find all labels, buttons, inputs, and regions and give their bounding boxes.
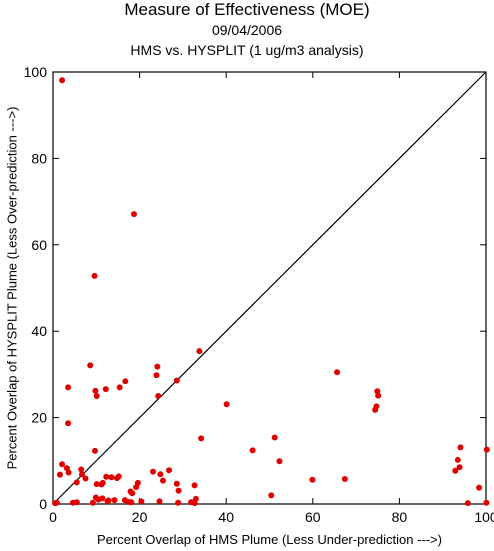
data-point (309, 476, 316, 483)
data-point (69, 499, 76, 506)
data-point (153, 372, 160, 379)
y-tick-label: 0 (39, 496, 47, 512)
x-tick-label: 80 (392, 509, 408, 525)
chart-subtitle: HMS vs. HYSPLIT (1 ug/m3 analysis) (130, 42, 364, 58)
y-tick-label: 100 (24, 64, 48, 80)
x-tick-label: 20 (132, 509, 148, 525)
chart-title: Measure of Effectiveness (MOE) (124, 0, 370, 19)
data-points (52, 77, 490, 507)
data-point (56, 471, 63, 478)
data-point (130, 211, 137, 218)
data-point (452, 467, 459, 474)
data-point (175, 499, 182, 506)
data-point (79, 471, 86, 478)
data-point (373, 403, 380, 410)
data-point (91, 272, 98, 279)
y-tick-label: 60 (31, 237, 47, 253)
data-point (249, 447, 256, 454)
x-tick-label: 100 (474, 509, 494, 525)
data-point (156, 498, 163, 505)
data-point (454, 456, 461, 463)
data-point (154, 363, 161, 370)
data-point (73, 479, 80, 486)
x-axis-label: Percent Overlap of HMS Plume (Less Under… (97, 532, 442, 547)
data-point (95, 496, 102, 503)
data-point (89, 499, 96, 506)
data-point (196, 348, 203, 355)
x-tick-label: 0 (49, 509, 57, 525)
data-point (116, 384, 123, 391)
data-point (271, 434, 278, 441)
data-point (52, 500, 59, 507)
data-point (78, 466, 85, 473)
data-point (334, 369, 341, 376)
data-point (103, 473, 110, 480)
data-point (134, 479, 141, 486)
data-point (129, 490, 136, 497)
data-point (173, 480, 180, 487)
y-tick-label: 80 (31, 150, 47, 166)
y-tick-label: 40 (31, 323, 47, 339)
data-point (65, 420, 72, 427)
data-point (457, 444, 464, 451)
x-tick-label: 60 (305, 509, 321, 525)
data-point (166, 467, 173, 474)
data-point (483, 499, 490, 506)
data-point (93, 393, 100, 399)
data-point (476, 484, 483, 491)
x-tick-label: 40 (218, 509, 234, 525)
data-point (159, 477, 166, 484)
data-point (59, 461, 66, 468)
y-axis-ticks: 0 20 40 60 80 100 (24, 64, 486, 512)
data-point (99, 479, 106, 486)
y-tick-label: 20 (31, 410, 47, 426)
data-point (155, 393, 162, 399)
data-point (268, 492, 275, 499)
data-point (191, 500, 198, 507)
data-point (59, 77, 66, 84)
chart-date: 09/04/2006 (211, 22, 283, 38)
data-point (122, 378, 129, 385)
data-point (341, 475, 348, 482)
data-point (456, 464, 463, 471)
y-axis-label: Percent Overlap of HYSPLIT Plume (Less O… (5, 107, 20, 470)
data-point (111, 497, 118, 504)
data-point (92, 447, 99, 454)
data-point (375, 392, 382, 399)
data-point (82, 475, 89, 482)
data-point (115, 473, 122, 480)
data-point (198, 435, 205, 442)
data-point (108, 474, 115, 481)
data-point (65, 384, 72, 391)
data-point (173, 377, 180, 384)
data-point (102, 386, 109, 393)
x-axis-ticks: 0 20 40 60 80 100 (49, 72, 494, 525)
plot-frame (52, 71, 487, 505)
data-point (175, 487, 182, 494)
data-point (92, 387, 99, 394)
data-point (87, 362, 94, 369)
data-point (464, 500, 471, 507)
data-point (223, 401, 230, 408)
data-point (105, 497, 112, 504)
data-point (191, 482, 198, 489)
data-point (483, 446, 490, 453)
data-point (157, 471, 164, 478)
data-point (276, 458, 283, 465)
data-point (65, 469, 72, 476)
data-point (93, 481, 100, 488)
data-point (150, 468, 157, 475)
data-point (121, 497, 128, 504)
data-point (138, 498, 145, 505)
reference-diagonal-line (52, 71, 487, 505)
plot-border (52, 71, 487, 505)
